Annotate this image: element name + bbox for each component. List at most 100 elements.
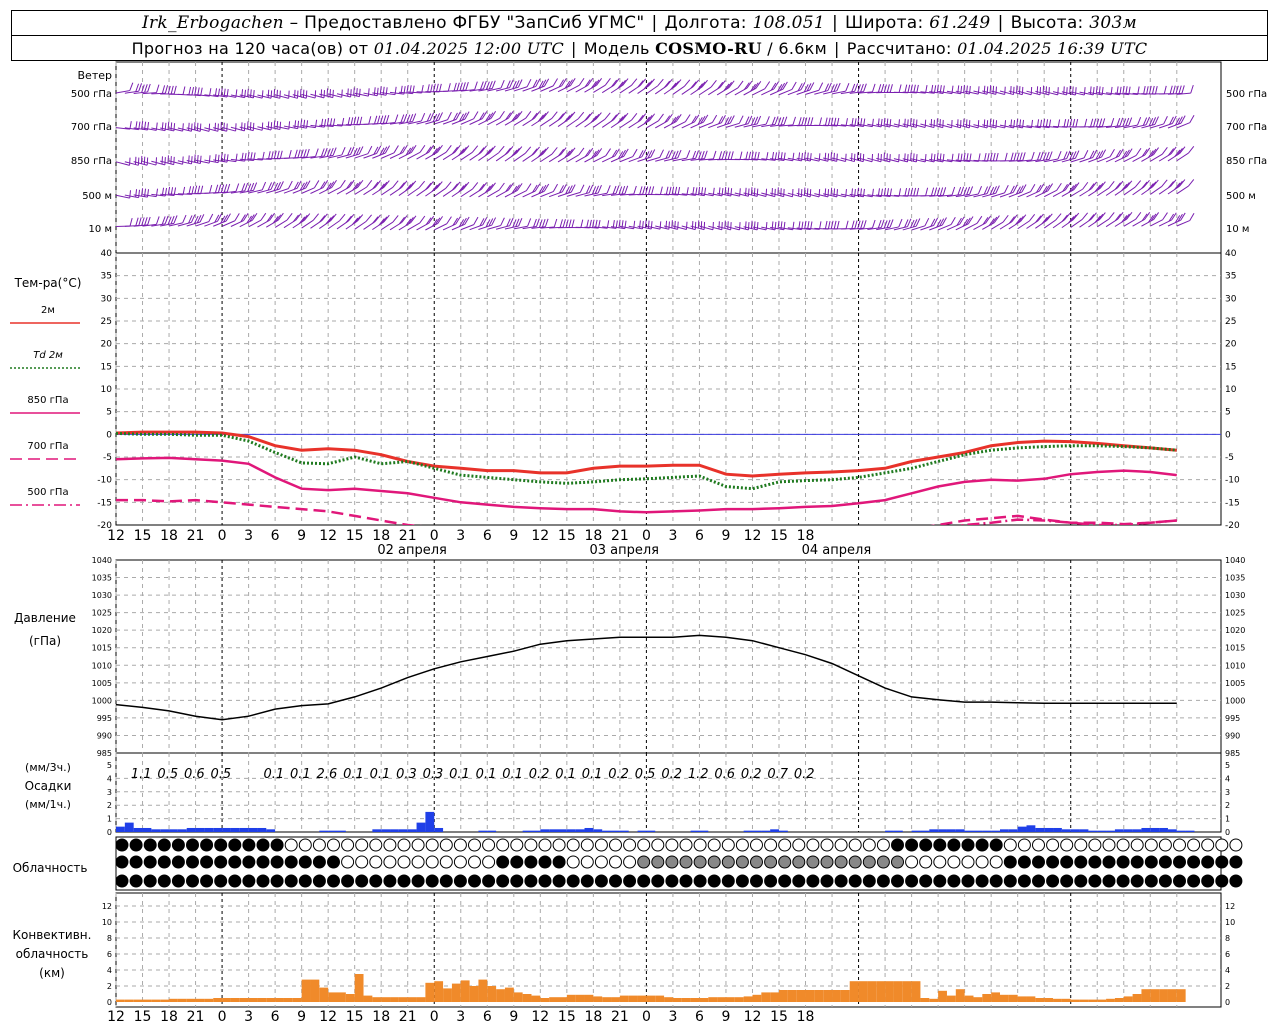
wind-barb-flag <box>1019 152 1023 161</box>
wind-barb-flag <box>712 150 717 160</box>
wind-barb <box>186 127 201 132</box>
model-label: Модель <box>583 38 650 58</box>
wind-barb <box>1008 90 1023 96</box>
wind-barb-flag <box>509 79 514 88</box>
wind-barb <box>893 226 908 231</box>
wind-barb <box>239 126 254 132</box>
wind-barb-flag <box>1176 147 1183 156</box>
wind-barb-flag <box>978 153 981 162</box>
wind-barb-flag <box>727 116 732 125</box>
wind-barb-flag <box>461 112 467 121</box>
wind-barb-flag <box>1072 212 1080 220</box>
wind-barb <box>513 225 528 230</box>
precip-bar <box>973 830 983 832</box>
wind-barb-flag <box>385 114 390 124</box>
wind-barb-flag <box>983 186 989 195</box>
wind-barb-flag <box>578 77 585 86</box>
hour-label: 0 <box>430 1009 439 1024</box>
wind-barb-flag <box>730 151 734 160</box>
wind-barb-flag <box>912 219 918 228</box>
wind-barb-flag <box>1174 215 1181 223</box>
cloud-symbol <box>566 855 580 869</box>
wind-barb <box>266 94 280 99</box>
wind-barb-flag <box>458 185 465 193</box>
cloud-symbol <box>566 874 580 888</box>
wind-barb <box>796 157 811 162</box>
wind-barb-flag <box>532 184 538 193</box>
wind-barb-flag <box>419 144 426 153</box>
wind-barb <box>1123 124 1138 129</box>
wind-barb-flag <box>777 220 780 229</box>
wind-barb <box>133 194 148 198</box>
cloud-symbol <box>200 874 214 888</box>
wind-barb-flag <box>1098 150 1104 159</box>
wind-barb-flag <box>1097 182 1104 191</box>
wind-barb-flag <box>267 151 271 160</box>
cloud-symbol <box>637 874 651 888</box>
wind-barb-flag <box>214 214 220 223</box>
cloud-symbol <box>1074 838 1088 852</box>
wind-barb <box>840 124 855 127</box>
wind-barb-flag <box>564 115 571 123</box>
wind-barb-flag <box>341 146 346 156</box>
cloud-symbol <box>1003 838 1017 852</box>
wind-barb <box>487 117 500 126</box>
wind-barb-flag <box>182 86 186 95</box>
wind-barb-flag <box>1069 118 1073 128</box>
temp-legend-label: 500 гПа <box>27 487 68 498</box>
wind-barb-flag <box>1174 182 1181 190</box>
wind-barb-flag <box>445 145 452 153</box>
wind-barb <box>955 90 970 95</box>
conv-bar <box>319 987 329 1002</box>
wind-barb-flag <box>750 187 753 195</box>
wind-barb-flag <box>261 122 264 131</box>
wind-barb <box>690 193 705 197</box>
wind-barb-flag <box>465 81 469 91</box>
wind-barb-flag <box>515 80 520 89</box>
wind-barb-flag <box>373 87 376 96</box>
wind-barb-flag <box>933 187 938 196</box>
wind-barb-flag <box>966 153 969 162</box>
wind-barb-flag <box>1188 179 1195 187</box>
convective-panel <box>116 905 1221 1002</box>
wind-barb-flag <box>818 221 822 230</box>
wind-barb <box>663 157 678 162</box>
wind-barb-flag <box>960 186 965 195</box>
wind-barb-flag <box>485 113 491 122</box>
wind-barb-flag <box>685 221 688 230</box>
wind-barb-flag <box>783 116 788 125</box>
cloud-symbol <box>834 838 848 852</box>
wind-barb-flag <box>976 215 983 224</box>
wind-barb-flag <box>432 218 438 227</box>
conv-bar <box>257 998 267 1002</box>
wind-barb-flag <box>886 188 890 197</box>
wind-barb <box>690 225 705 231</box>
wind-barb-flag <box>392 215 399 223</box>
wind-barb-flag <box>567 79 573 88</box>
wind-barb <box>213 94 228 98</box>
wind-barb-flag <box>223 184 228 193</box>
wind-barb <box>177 127 192 132</box>
wind-barb <box>778 227 793 231</box>
wind-barb-flag <box>907 188 911 197</box>
cloud-symbol <box>609 855 622 869</box>
pressure-tick: 990 <box>1225 731 1240 740</box>
wind-barb-flag <box>989 152 993 161</box>
wind-barb-flag <box>1134 180 1142 188</box>
wind-barb <box>805 227 820 230</box>
wind-barb-flag <box>659 149 664 158</box>
wind-barb-flag <box>374 214 381 222</box>
wind-barb-flag <box>620 149 626 158</box>
wind-barb <box>566 84 580 93</box>
pressure-tick: 1035 <box>1225 574 1245 583</box>
wind-barb-flag <box>1114 182 1121 190</box>
temp-tick: 35 <box>101 272 112 282</box>
wind-barb <box>487 189 500 198</box>
wind-barb <box>946 90 961 95</box>
wind-barb-flag <box>1143 86 1146 95</box>
wind-barb-flag <box>141 188 144 197</box>
wind-barb <box>787 192 802 198</box>
precip-3h-label: 0.6 <box>714 767 735 782</box>
precip-bar <box>407 829 417 832</box>
wind-barb <box>230 158 245 162</box>
